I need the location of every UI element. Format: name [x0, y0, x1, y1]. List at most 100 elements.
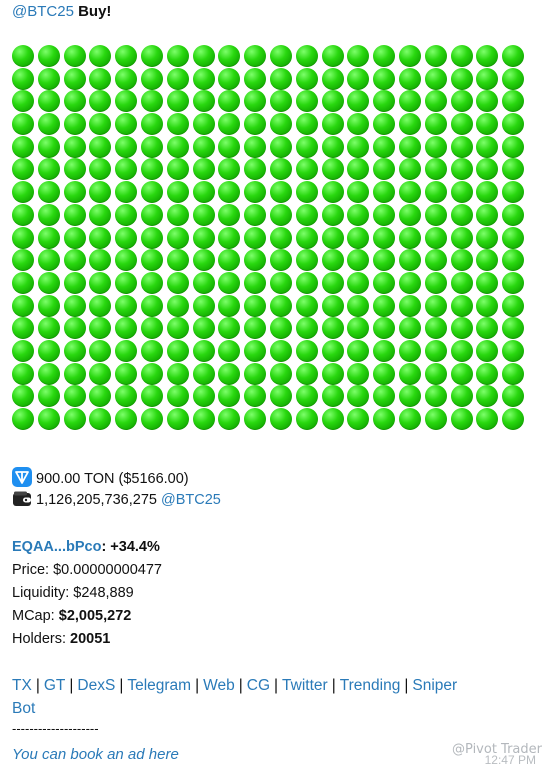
green-dot: [89, 45, 112, 67]
green-dot: [295, 249, 318, 272]
link-bot[interactable]: Bot: [12, 700, 36, 717]
green-dot: [12, 249, 34, 272]
green-dot: [115, 385, 138, 408]
green-dot: [476, 317, 499, 340]
green-dot: [166, 45, 189, 67]
green-dot: [347, 249, 370, 272]
link-sniper[interactable]: Sniper: [412, 677, 458, 694]
green-dot: [12, 90, 34, 113]
green-dot: [37, 181, 60, 204]
green-dot: [63, 67, 86, 90]
green-dot: [502, 113, 525, 136]
green-dot: [295, 385, 318, 408]
green-dot: [424, 294, 447, 317]
green-dot: [244, 271, 267, 294]
green-dot: [63, 226, 86, 249]
green-dot: [424, 385, 447, 408]
green-dot: [295, 203, 318, 226]
green-dot: [63, 90, 86, 113]
green-dot: [269, 385, 292, 408]
link-separator: |: [331, 677, 336, 694]
link-telegram[interactable]: Telegram: [127, 677, 192, 694]
green-dot: [476, 135, 499, 158]
green-dot: [63, 113, 86, 136]
handle-link[interactable]: @BTC25: [12, 3, 74, 20]
green-dot: [347, 181, 370, 204]
watermark: @Pivot Trader: [452, 742, 542, 757]
green-dot: [269, 181, 292, 204]
green-dot: [63, 135, 86, 158]
green-dot: [476, 362, 499, 385]
green-dot: [192, 317, 215, 340]
green-dot: [347, 135, 370, 158]
green-dot: [140, 385, 163, 408]
green-dot: [476, 203, 499, 226]
green-dot: [115, 45, 138, 67]
green-dot: [166, 294, 189, 317]
link-separator: |: [69, 677, 74, 694]
link-gt[interactable]: GT: [43, 677, 66, 694]
green-dot: [89, 113, 112, 136]
green-dot: [140, 271, 163, 294]
green-dot: [244, 135, 267, 158]
green-dot: [424, 45, 447, 67]
green-dot: [218, 339, 241, 362]
green-dot: [450, 385, 473, 408]
green-dot: [218, 113, 241, 136]
green-dot: [140, 158, 163, 181]
link-web[interactable]: Web: [203, 677, 235, 694]
token-address-link[interactable]: EQAA...bPco: [12, 539, 102, 555]
link-trending[interactable]: Trending: [339, 677, 401, 694]
green-dot: [502, 317, 525, 340]
green-dot: [450, 158, 473, 181]
link-tx[interactable]: TX: [12, 677, 32, 694]
green-dot: [192, 90, 215, 113]
green-dot: [192, 203, 215, 226]
green-dot: [192, 339, 215, 362]
mcap-value: $2,005,272: [58, 608, 132, 624]
green-dot: [424, 90, 447, 113]
green-dot: [398, 294, 421, 317]
green-dot: [12, 362, 34, 385]
mcap-label: MCap:: [12, 608, 59, 624]
link-dexs[interactable]: DexS: [77, 677, 116, 694]
green-dot: [450, 317, 473, 340]
green-dot: [166, 67, 189, 90]
green-dot: [373, 249, 396, 272]
green-dot: [37, 249, 60, 272]
green-dot: [321, 362, 344, 385]
green-dot: [398, 45, 421, 67]
green-dot: [192, 249, 215, 272]
green-dot: [476, 45, 499, 67]
link-cg[interactable]: CG: [246, 677, 270, 694]
green-dot: [166, 158, 189, 181]
green-dot: [373, 135, 396, 158]
green-dot: [450, 203, 473, 226]
green-dot: [373, 408, 396, 430]
green-dot: [115, 90, 138, 113]
green-dot: [12, 203, 34, 226]
green-dot: [140, 181, 163, 204]
green-dot: [115, 294, 138, 317]
link-twitter[interactable]: Twitter: [282, 677, 328, 694]
green-dot: [140, 67, 163, 90]
green-dot: [502, 385, 525, 408]
token-handle-link[interactable]: @BTC25: [160, 492, 221, 508]
link-separator: |: [274, 677, 279, 694]
green-dot: [269, 408, 292, 430]
green-dot: [269, 45, 292, 67]
ton-amount: 900.00 TON ($5166.00): [36, 471, 189, 487]
green-dot: [269, 135, 292, 158]
green-dot: [476, 408, 499, 430]
ad-link[interactable]: You can book an ad here: [12, 746, 179, 763]
green-dot: [424, 135, 447, 158]
green-dot: [398, 385, 421, 408]
green-dot: [347, 226, 370, 249]
green-dot: [269, 317, 292, 340]
green-dot: [37, 113, 60, 136]
link-separator: |: [404, 677, 409, 694]
green-dot: [398, 339, 421, 362]
green-dot: [295, 45, 318, 67]
green-dot: [373, 67, 396, 90]
green-dot: [502, 408, 525, 430]
